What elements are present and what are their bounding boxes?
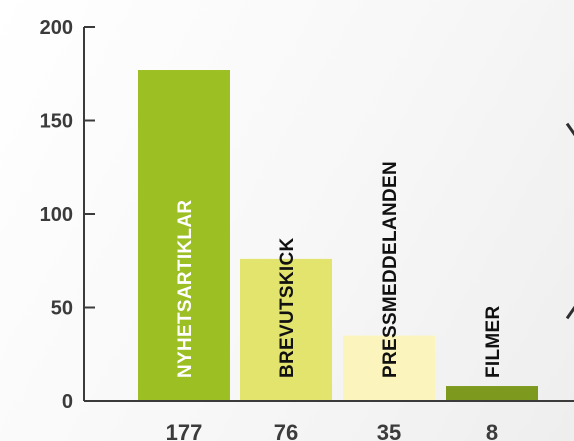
y-tick-label: 200 [40,17,73,39]
bar [343,335,435,401]
bar-value-label: 35 [377,420,401,441]
bar [446,386,538,401]
bar-category-label: BREVUTSKICK [277,237,298,378]
bar-category-label: NYHETSARTIKLAR [175,200,196,378]
y-axis: 0 50 100 150 200 [40,17,95,413]
bar [138,70,230,401]
bars [138,70,538,401]
bar-value-label: 177 [166,420,203,441]
bar-value-label: 76 [274,420,298,441]
y-tick-label: 150 [40,111,73,133]
bar-category-label: PRESSMEDDELANDEN [380,161,401,378]
bar [240,258,332,401]
y-tick-label: 100 [40,204,73,226]
bar-labels: NYHETSARTIKLAR BREVUTSKICK PRESSMEDDELANDE… [175,161,504,378]
y-tick-label: 50 [51,298,73,320]
bar-category-label: FILMER [483,305,504,378]
value-labels: 177 76 35 8 [166,420,498,441]
y-tick-label: 0 [62,391,73,413]
bar-value-label: 8 [486,420,498,441]
